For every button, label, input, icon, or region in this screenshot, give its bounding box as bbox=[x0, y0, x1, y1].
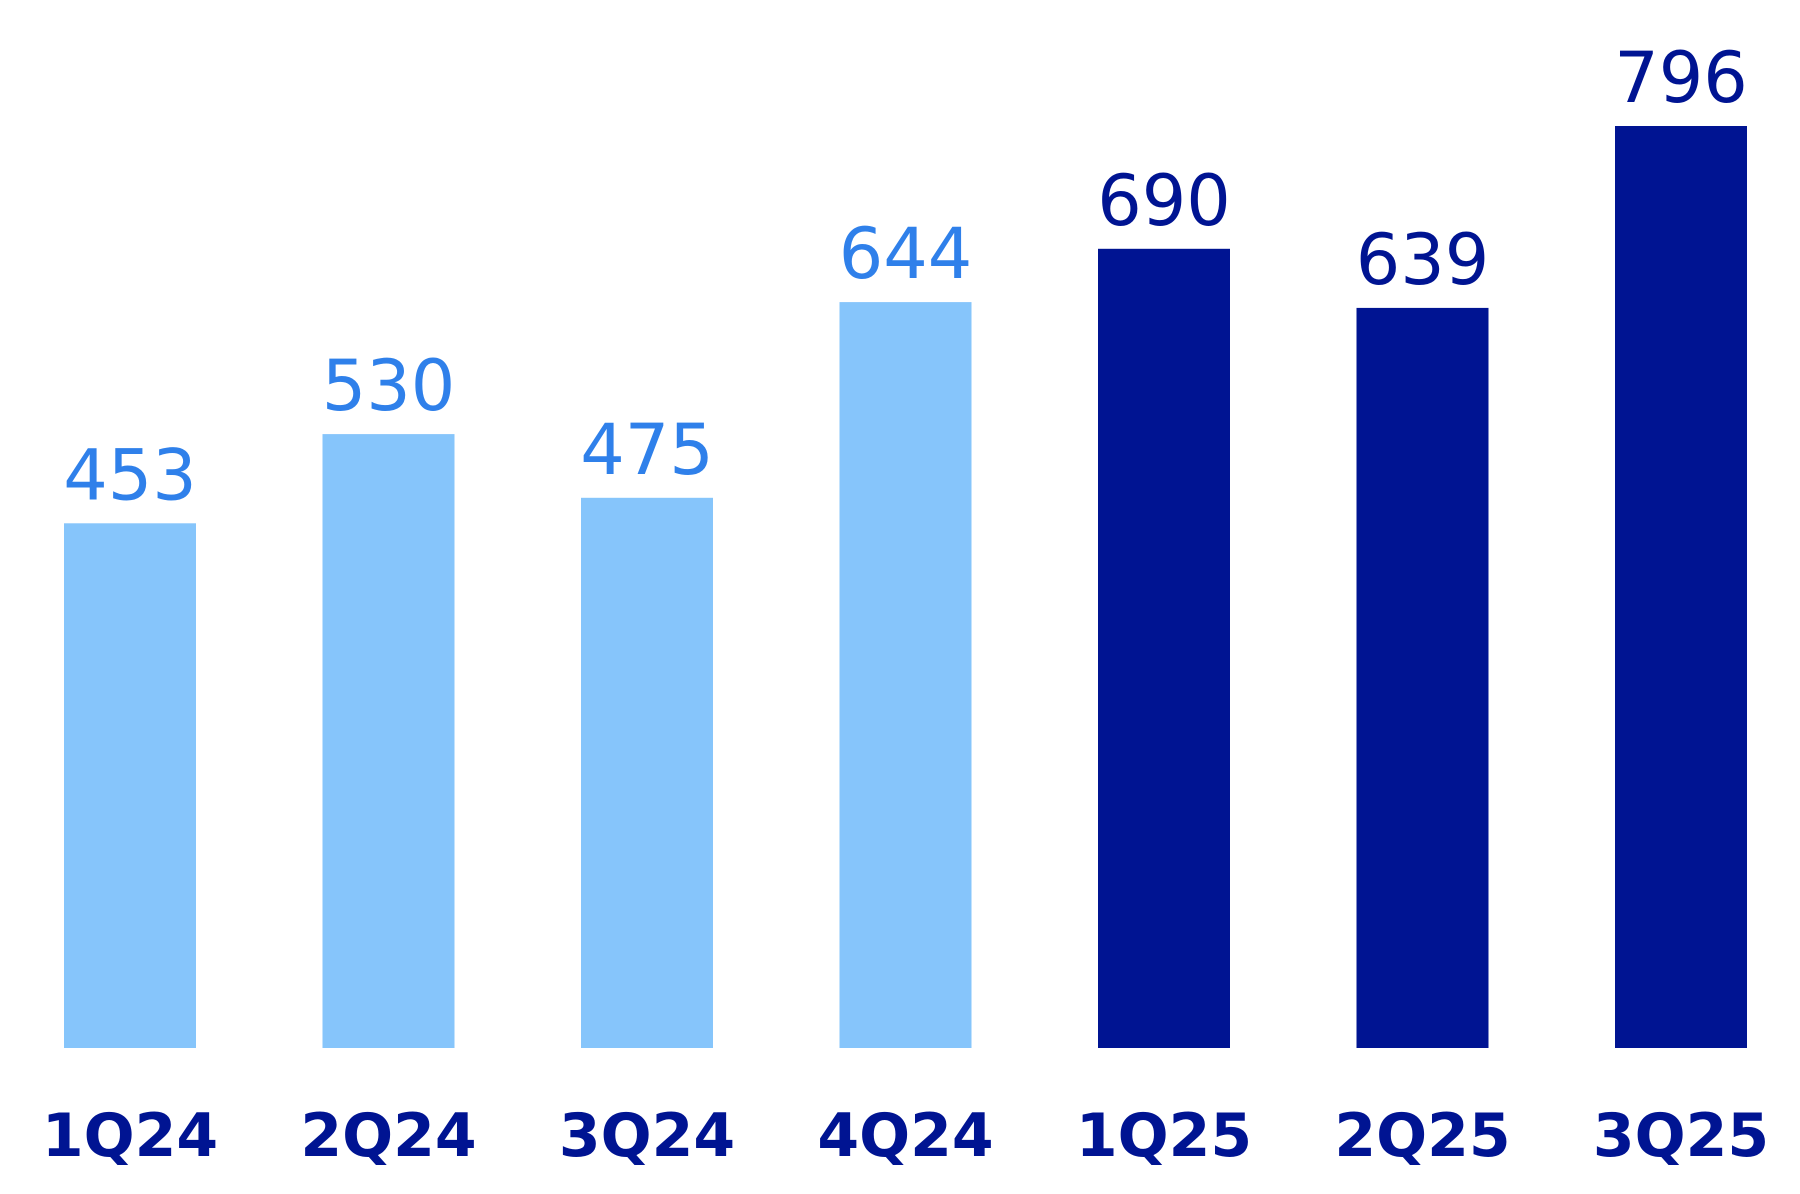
tick-label-4Q24: 4Q24 bbox=[817, 1101, 993, 1171]
value-label-1Q25: 690 bbox=[1097, 160, 1231, 242]
tick-label-3Q25: 3Q25 bbox=[1593, 1101, 1769, 1171]
value-label-1Q24: 453 bbox=[63, 434, 197, 516]
bar-3Q24 bbox=[581, 497, 713, 1048]
bar-2Q25 bbox=[1356, 307, 1489, 1048]
value-label-2Q25: 639 bbox=[1356, 219, 1490, 301]
bar-4Q24 bbox=[839, 302, 972, 1049]
tick-label-3Q24: 3Q24 bbox=[559, 1101, 735, 1171]
value-label-2Q24: 530 bbox=[322, 345, 456, 427]
bar-1Q24 bbox=[64, 523, 196, 1048]
bar-2Q24 bbox=[322, 434, 455, 1049]
tick-label-2Q25: 2Q25 bbox=[1334, 1101, 1510, 1171]
value-label-3Q25: 796 bbox=[1614, 37, 1748, 119]
value-label-3Q24: 475 bbox=[580, 409, 714, 491]
value-labels-group: 453 530 475 644 690 639 796 bbox=[63, 37, 1748, 516]
bar-1Q25 bbox=[1098, 248, 1230, 1049]
tick-label-1Q24: 1Q24 bbox=[42, 1101, 218, 1171]
bars-group bbox=[64, 126, 1747, 1049]
tick-label-2Q24: 2Q24 bbox=[300, 1101, 476, 1171]
tick-label-1Q25: 1Q25 bbox=[1076, 1101, 1252, 1171]
value-label-4Q24: 644 bbox=[839, 213, 973, 295]
bar-3Q25 bbox=[1615, 126, 1747, 1048]
x-axis-tick-labels: 1Q24 2Q24 3Q24 4Q24 1Q25 2Q25 3Q25 bbox=[42, 1101, 1769, 1171]
